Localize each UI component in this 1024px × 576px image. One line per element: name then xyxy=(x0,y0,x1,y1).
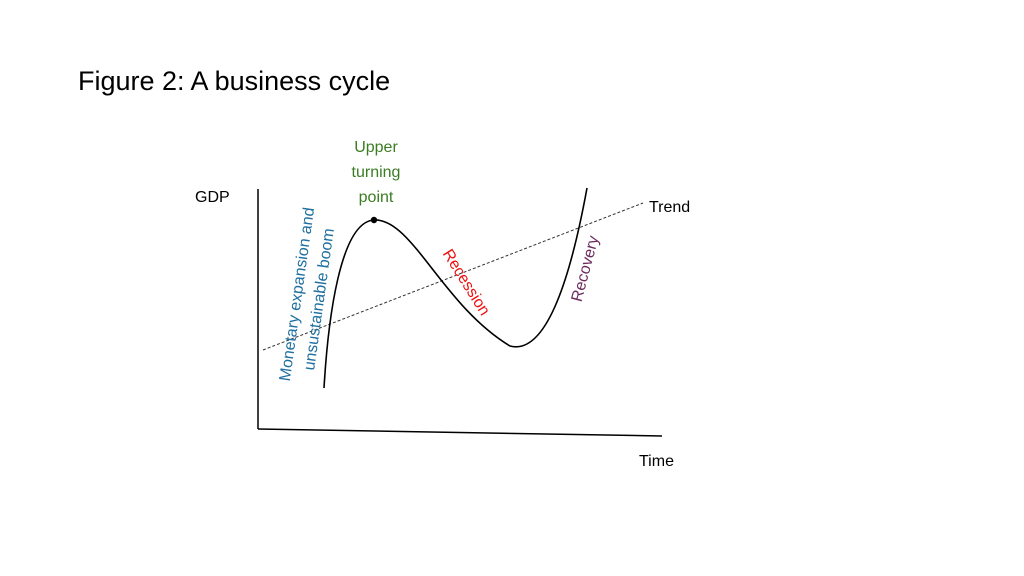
upper-turning-point-label: Upper turning point xyxy=(352,139,401,206)
peak-label-line-1: Upper xyxy=(354,139,398,156)
x-axis-label: Time xyxy=(639,453,674,470)
trend-line xyxy=(262,202,644,351)
peak-label-line-3: point xyxy=(359,189,394,206)
x-axis xyxy=(257,428,663,437)
peak-label-line-2: turning xyxy=(352,164,401,181)
recession-phase-label: Recession xyxy=(439,246,493,318)
recovery-phase-label: Recovery xyxy=(569,234,603,304)
business-cycle-curve xyxy=(323,187,588,389)
y-axis-label: GDP xyxy=(195,189,230,206)
trend-label: Trend xyxy=(649,199,690,216)
page-title: Figure 2: A business cycle xyxy=(78,66,391,96)
upper-turning-point-marker xyxy=(370,216,378,224)
boom-phase-label: Monetary expansion and unsustainable boo… xyxy=(277,206,338,382)
